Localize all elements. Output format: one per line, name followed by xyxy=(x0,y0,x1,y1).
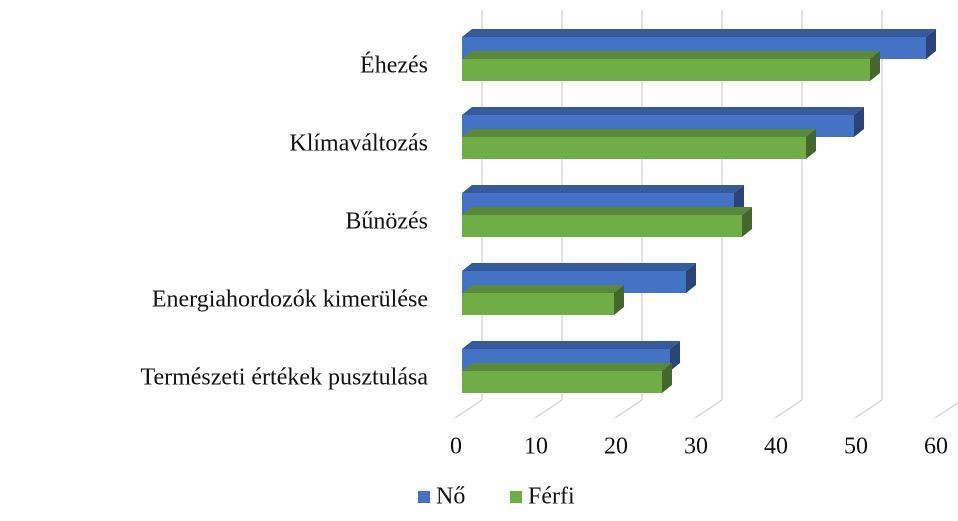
x-tick-label: 20 xyxy=(604,434,628,460)
floor-line xyxy=(774,399,803,419)
bar-side xyxy=(870,51,880,81)
bar-top xyxy=(462,285,624,293)
y-tick-label: Bűnözés xyxy=(345,209,428,235)
bar-top xyxy=(462,51,880,59)
x-tick-label: 30 xyxy=(684,434,708,460)
y-tick-label: Energiahordozók kimerülése xyxy=(152,287,428,313)
bar-side xyxy=(670,341,680,371)
x-tick-label: 0 xyxy=(450,434,462,460)
floor-line xyxy=(934,401,958,419)
bar-top xyxy=(462,207,752,215)
bar-side xyxy=(662,363,672,393)
bar-side xyxy=(686,263,696,293)
legend-label: Férfi xyxy=(528,484,575,510)
bar-top xyxy=(462,129,816,137)
floor-line xyxy=(614,399,643,419)
bar-top xyxy=(462,341,680,349)
bar-top xyxy=(462,263,696,271)
bar xyxy=(462,293,614,315)
y-tick-label: Éhezés xyxy=(360,53,428,79)
y-tick-label: Klímaváltozás xyxy=(289,131,428,157)
bar xyxy=(462,59,870,81)
bar-top xyxy=(462,363,672,371)
bar xyxy=(462,371,662,393)
bar xyxy=(462,137,806,159)
legend-swatch xyxy=(418,491,430,503)
bar-top xyxy=(462,185,744,193)
bar-side xyxy=(926,29,936,59)
floor-line xyxy=(534,399,563,419)
legend-label: Nő xyxy=(436,484,465,510)
bar-side xyxy=(806,129,816,159)
floor-line xyxy=(454,399,483,419)
x-tick-label: 40 xyxy=(764,434,788,460)
bar-top xyxy=(462,29,936,37)
legend-swatch xyxy=(510,491,522,503)
floor-line xyxy=(694,399,723,419)
y-tick-label: Természeti értékek pusztulása xyxy=(140,365,428,391)
bar-side xyxy=(614,285,624,315)
bar-top xyxy=(462,107,864,115)
x-tick-label: 50 xyxy=(844,434,868,460)
x-tick-label: 10 xyxy=(524,434,548,460)
bar xyxy=(462,215,742,237)
x-tick-label: 60 xyxy=(924,434,948,460)
floor-line xyxy=(854,399,883,419)
bar-side xyxy=(854,107,864,137)
bar-side xyxy=(742,207,752,237)
